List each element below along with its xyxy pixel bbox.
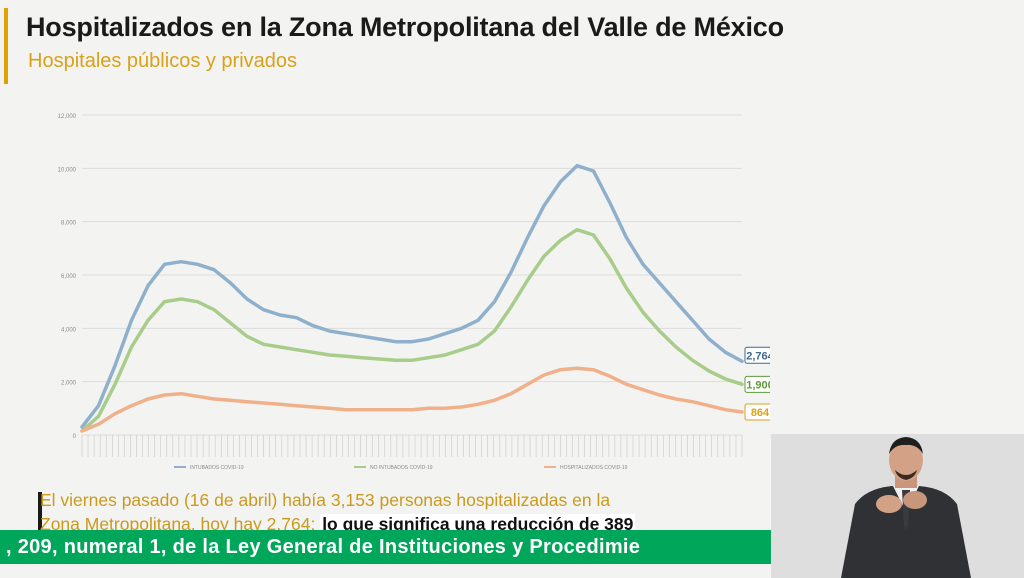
y-tick-label: 8,000 xyxy=(61,221,77,227)
page-subtitle: Hospitales públicos y privados xyxy=(28,50,298,72)
end-value-label: 864 xyxy=(751,407,770,419)
y-tick-label: 2,000 xyxy=(61,381,77,387)
series-line xyxy=(80,227,744,433)
hospitalized-line-chart: 12,000 10,000 8,000 6,000 4,000 2,000 0 2,764 1… xyxy=(58,114,770,471)
sign-language-interpreter-video xyxy=(771,434,1024,578)
legend-label: NO INTUBADOS COVID-19 xyxy=(370,465,433,471)
y-tick-label: 4,000 xyxy=(61,327,77,333)
end-value-box xyxy=(744,403,770,421)
page-title: Hospitalizados en la Zona Metropolitana … xyxy=(26,12,784,42)
y-tick-label: 6,000 xyxy=(61,274,77,280)
end-value-box xyxy=(744,346,770,364)
caption-line-1: El viernes pasado (16 de abril) había 3,… xyxy=(40,490,611,510)
title-accent-bar xyxy=(4,8,8,84)
y-tick-label: 12,000 xyxy=(58,114,77,120)
news-ticker: , 209, numeral 1, de la Ley General de I… xyxy=(0,530,784,564)
end-value-box xyxy=(744,375,770,393)
legend-label: HOSPITALIZADOS COVID-19 xyxy=(560,465,628,471)
y-tick-label: 0 xyxy=(73,434,77,440)
interpreter-figure-icon xyxy=(771,434,1024,578)
series-line xyxy=(80,163,744,429)
caption-text: El viernes pasado (16 de abril) había 3,… xyxy=(40,488,760,536)
ticker-text: , 209, numeral 1, de la Ley General de I… xyxy=(6,536,641,558)
end-value-label: 2,764 xyxy=(746,350,770,362)
caption-line-2: Zona Metropolitana, hoy hay 2,764: xyxy=(40,514,321,534)
series-line xyxy=(80,366,744,433)
caption-accent-bar xyxy=(38,492,42,536)
legend-label: INTUBADOS COVID-19 xyxy=(190,465,244,471)
caption-highlight: lo que significa una reducción de 389 xyxy=(320,514,636,534)
end-value-label: 1,900 xyxy=(746,379,770,391)
y-tick-label: 10,000 xyxy=(58,167,77,173)
